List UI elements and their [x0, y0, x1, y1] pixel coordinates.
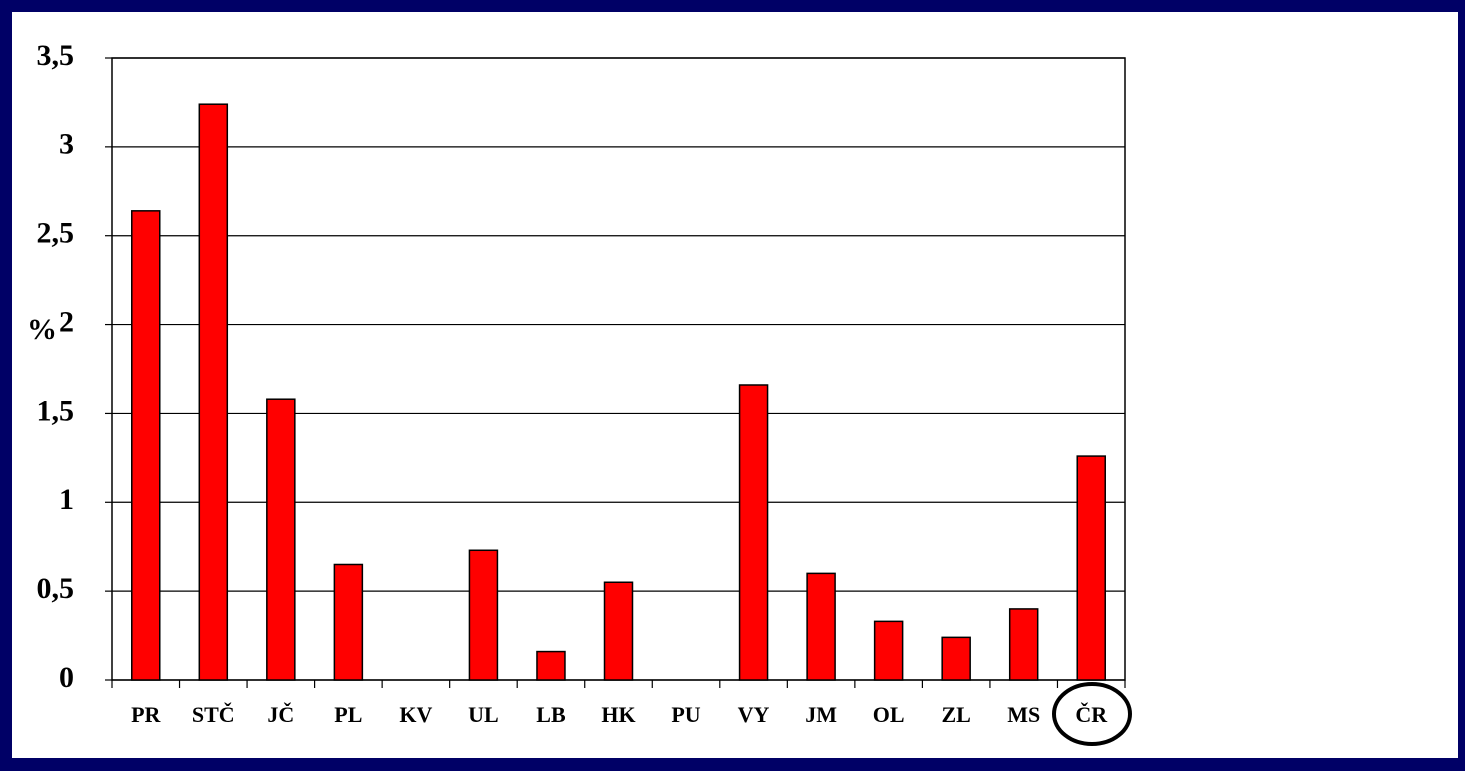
- y-tick-label: 1,5: [37, 394, 75, 427]
- x-tick-label: KV: [399, 702, 432, 727]
- bar: [873, 620, 904, 681]
- bar: [536, 650, 566, 681]
- y-tick-label: 3,5: [37, 39, 75, 72]
- y-axis-label: %: [27, 313, 57, 346]
- x-tick-label: JČ: [267, 702, 294, 727]
- bar: [806, 572, 836, 681]
- x-tick-label: LB: [536, 702, 566, 727]
- x-tick-label: PU: [671, 702, 700, 727]
- x-tick-label: OL: [873, 702, 905, 727]
- bar: [198, 103, 229, 681]
- bar: [603, 581, 634, 681]
- bar: [738, 384, 769, 681]
- bar: [333, 563, 364, 681]
- x-tick-label: MS: [1007, 702, 1040, 727]
- highlight-circle: [1052, 682, 1132, 746]
- x-tick-label: HK: [601, 702, 635, 727]
- x-tick-label: VY: [738, 702, 770, 727]
- x-tick-label: UL: [468, 702, 499, 727]
- y-tick-label: 2,5: [37, 217, 75, 250]
- bar: [266, 398, 296, 681]
- y-tick-label: 0: [59, 661, 74, 694]
- x-tick-label: PR: [131, 702, 161, 727]
- y-tick-label: 1: [59, 483, 74, 516]
- y-tick-label: 0,5: [37, 572, 75, 605]
- y-tick-label: 3: [59, 128, 74, 161]
- x-tick-label: JM: [805, 702, 837, 727]
- bar: [468, 549, 499, 681]
- bar: [131, 210, 161, 681]
- bar: [941, 636, 971, 681]
- x-tick-label: ČR: [1075, 702, 1108, 727]
- bar: [1008, 608, 1039, 681]
- x-tick-label: ZL: [941, 702, 970, 727]
- bar: [1076, 455, 1106, 681]
- y-tick-label: 2: [59, 305, 74, 338]
- x-tick-label: PL: [334, 702, 362, 727]
- x-tick-label: STČ: [192, 702, 235, 727]
